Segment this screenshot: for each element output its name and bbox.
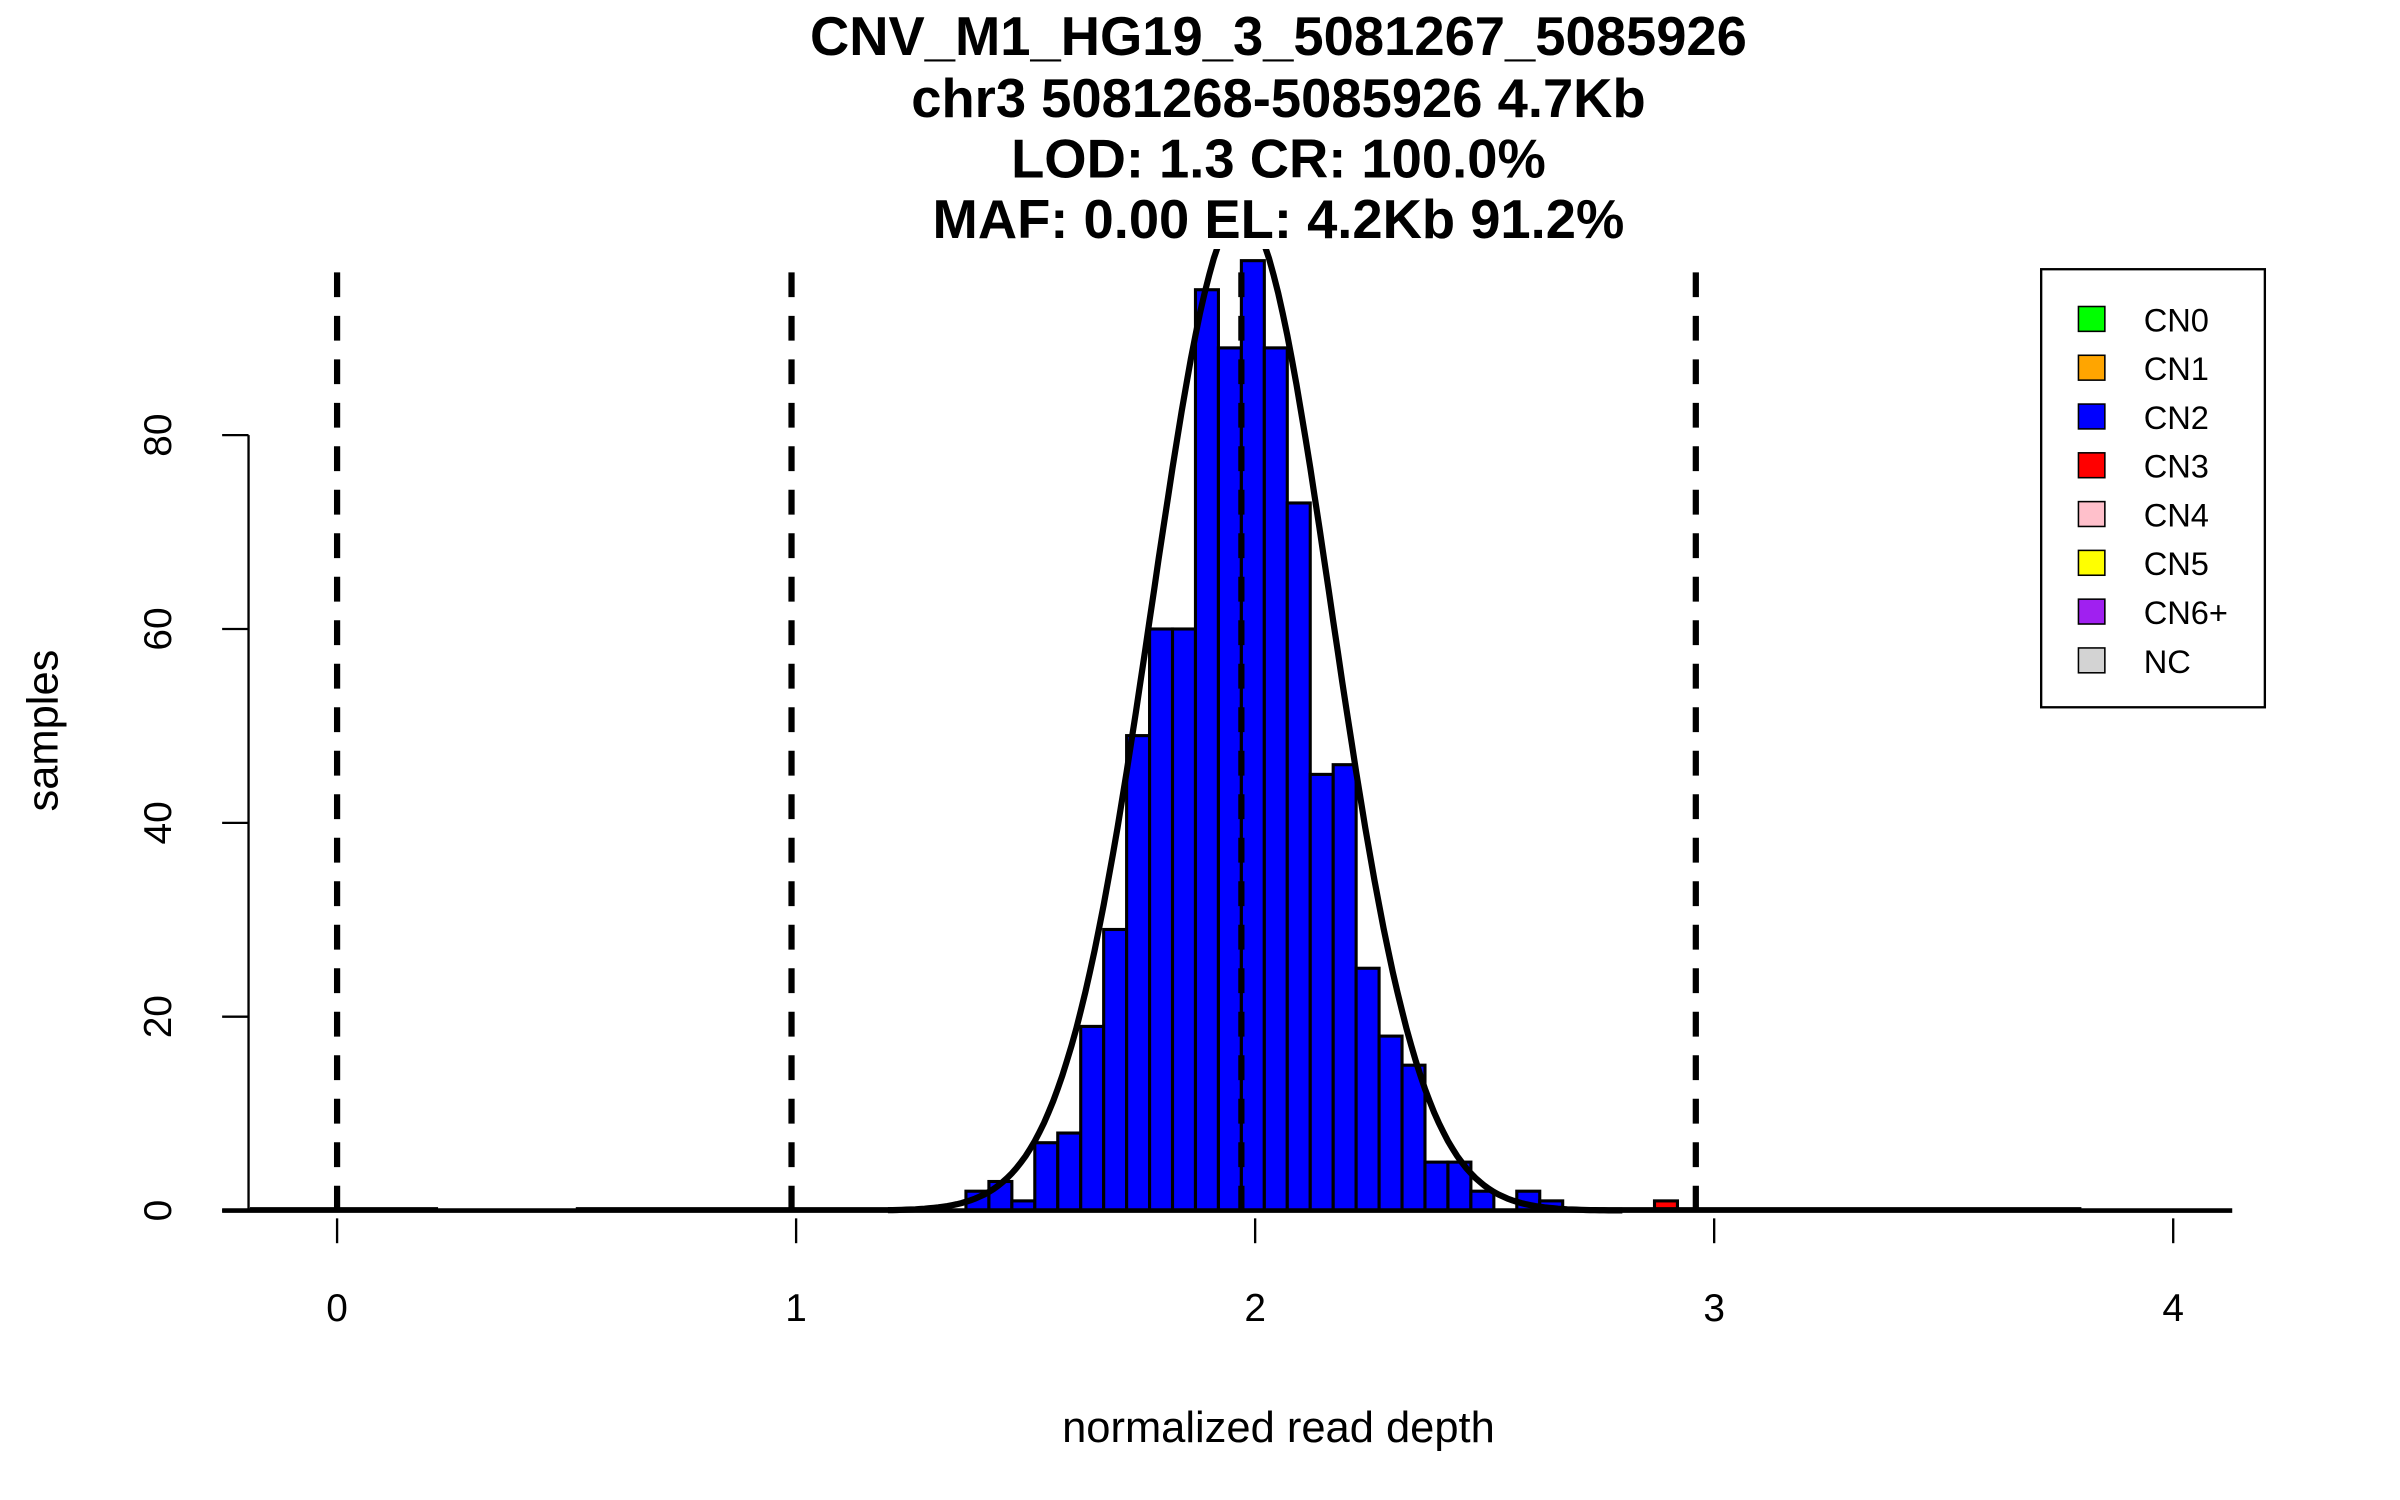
- legend-box: [2040, 268, 2267, 709]
- title-line-3: LOD: 1.3 CR: 100.0%: [1011, 129, 1546, 190]
- legend-label: CN1: [2144, 350, 2209, 387]
- legend-label: CN4: [2144, 496, 2209, 533]
- histogram-bar-cn2: [1331, 763, 1358, 1213]
- title-line-2: chr3 5081268-5085926 4.7Kb: [911, 68, 1645, 129]
- legend-label: CN0: [2144, 301, 2209, 338]
- histogram-bar-cn2: [1377, 1034, 1404, 1213]
- histogram-bar-cn2: [1125, 734, 1152, 1213]
- x-tick-label: 2: [1244, 1287, 1266, 1330]
- legend-swatch-cn4: [2077, 500, 2106, 528]
- legend-label: CN3: [2144, 448, 2209, 485]
- histogram-bar-cn2: [1148, 627, 1175, 1213]
- legend-swatch-nc: [2077, 647, 2106, 674]
- histogram-bar-cn2: [1285, 501, 1312, 1213]
- legend-swatch-cn2: [2077, 403, 2106, 430]
- gaussian-fit-curve: [887, 249, 1623, 1214]
- legend-swatch-cn6plus: [2077, 598, 2106, 625]
- histogram-bar-cn2: [1308, 772, 1335, 1213]
- histogram-bar-cn2: [1262, 346, 1289, 1213]
- legend-swatch-cn1: [2077, 354, 2106, 381]
- histogram-bar-cn2: [1102, 927, 1129, 1213]
- histogram-bar-cn2: [1354, 966, 1381, 1213]
- histogram-bar-cn2: [1239, 259, 1266, 1213]
- histogram-bar-cn2: [1170, 627, 1198, 1213]
- histogram-bar-cn2: [1079, 1024, 1106, 1213]
- y-tick-label: 80: [137, 414, 180, 457]
- legend-swatch-cn3: [2077, 452, 2106, 479]
- legend: CN0 CN1 CN2 CN3 CN4 CN5 CN6+ NC: [2040, 268, 2267, 709]
- y-tick-label: 20: [137, 995, 180, 1038]
- chart-title: CNV_M1_HG19_3_5081267_5085926 chr3 50812…: [810, 6, 1747, 250]
- legend-swatch-cn5: [2077, 549, 2106, 577]
- title-line-1: CNV_M1_HG19_3_5081267_5085926: [810, 6, 1747, 67]
- histogram-bar-cn2: [1056, 1131, 1083, 1213]
- histogram-bars: [964, 259, 1680, 1213]
- y-tick-label: 60: [137, 607, 180, 650]
- histogram-bar-cn2: [1469, 1189, 1496, 1213]
- x-tick-label: 0: [326, 1287, 348, 1330]
- legend-label: CN6+: [2144, 594, 2228, 631]
- x-tick-label: 3: [1703, 1287, 1725, 1330]
- legend-label: CN5: [2144, 545, 2209, 582]
- legend-swatch-cn0: [2077, 305, 2106, 333]
- histogram-bar-cn2: [1423, 1160, 1450, 1213]
- histogram-bar-cn2: [1033, 1141, 1060, 1213]
- histogram-bar-cn2: [1216, 346, 1243, 1213]
- x-axis-label: normalized read depth: [1062, 1404, 1495, 1452]
- title-line-4: MAF: 0.00 EL: 4.2Kb 91.2%: [933, 189, 1625, 250]
- y-tick-label: 0: [137, 1200, 180, 1222]
- x-tick-label: 1: [785, 1287, 807, 1330]
- y-tick-label: 40: [137, 801, 180, 844]
- legend-label: CN2: [2144, 399, 2209, 436]
- cutoff-lines: [333, 272, 1699, 1211]
- histogram-bar-cn2: [1193, 288, 1220, 1213]
- legend-label: NC: [2144, 643, 2191, 680]
- y-axis-label: samples: [19, 650, 67, 812]
- x-tick-label: 4: [2162, 1287, 2184, 1330]
